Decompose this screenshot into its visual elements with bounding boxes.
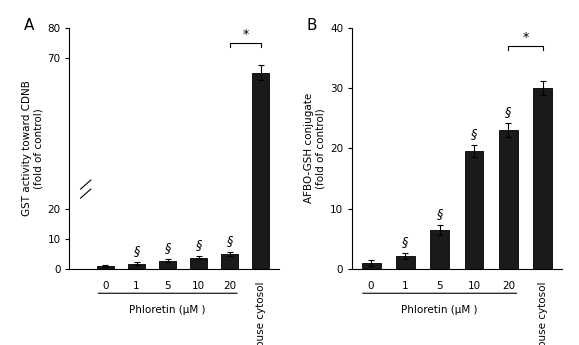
Text: mouse cytosol: mouse cytosol: [538, 281, 548, 345]
Text: 0: 0: [102, 281, 109, 291]
Text: 1: 1: [133, 281, 140, 291]
Text: mouse cytosol: mouse cytosol: [256, 281, 266, 345]
Text: B: B: [306, 18, 317, 33]
Text: §: §: [164, 241, 171, 254]
Bar: [128, 264, 145, 269]
Text: §: §: [133, 244, 140, 257]
Text: A: A: [23, 18, 34, 33]
Bar: [221, 254, 239, 269]
Text: 5: 5: [437, 281, 443, 291]
Y-axis label: GST activity toward CDNB
(fold of control): GST activity toward CDNB (fold of contro…: [21, 80, 43, 216]
Text: 5: 5: [164, 281, 171, 291]
Bar: [97, 266, 114, 269]
Text: §: §: [196, 238, 202, 251]
Text: §: §: [471, 128, 477, 140]
Text: *: *: [242, 28, 248, 41]
Text: §: §: [402, 235, 409, 248]
Text: 20: 20: [502, 281, 515, 291]
Bar: [533, 88, 552, 269]
Bar: [464, 151, 483, 269]
Bar: [396, 256, 415, 269]
Bar: [430, 230, 449, 269]
Text: 1: 1: [402, 281, 409, 291]
Text: Phloretin (μM ): Phloretin (μM ): [401, 305, 478, 315]
Bar: [499, 130, 518, 269]
Bar: [252, 73, 269, 269]
Text: Phloretin (μM ): Phloretin (μM ): [129, 305, 206, 315]
Bar: [159, 261, 176, 269]
Y-axis label: AFBO-GSH conjugate
(fold of control): AFBO-GSH conjugate (fold of control): [304, 93, 326, 204]
Text: *: *: [522, 31, 529, 45]
Text: §: §: [505, 105, 511, 118]
Bar: [362, 263, 380, 269]
Text: 10: 10: [467, 281, 481, 291]
Text: §: §: [437, 207, 443, 220]
Bar: [190, 258, 207, 269]
Text: 0: 0: [368, 281, 375, 291]
Text: §: §: [227, 234, 233, 247]
Text: 20: 20: [223, 281, 236, 291]
Text: 10: 10: [192, 281, 206, 291]
